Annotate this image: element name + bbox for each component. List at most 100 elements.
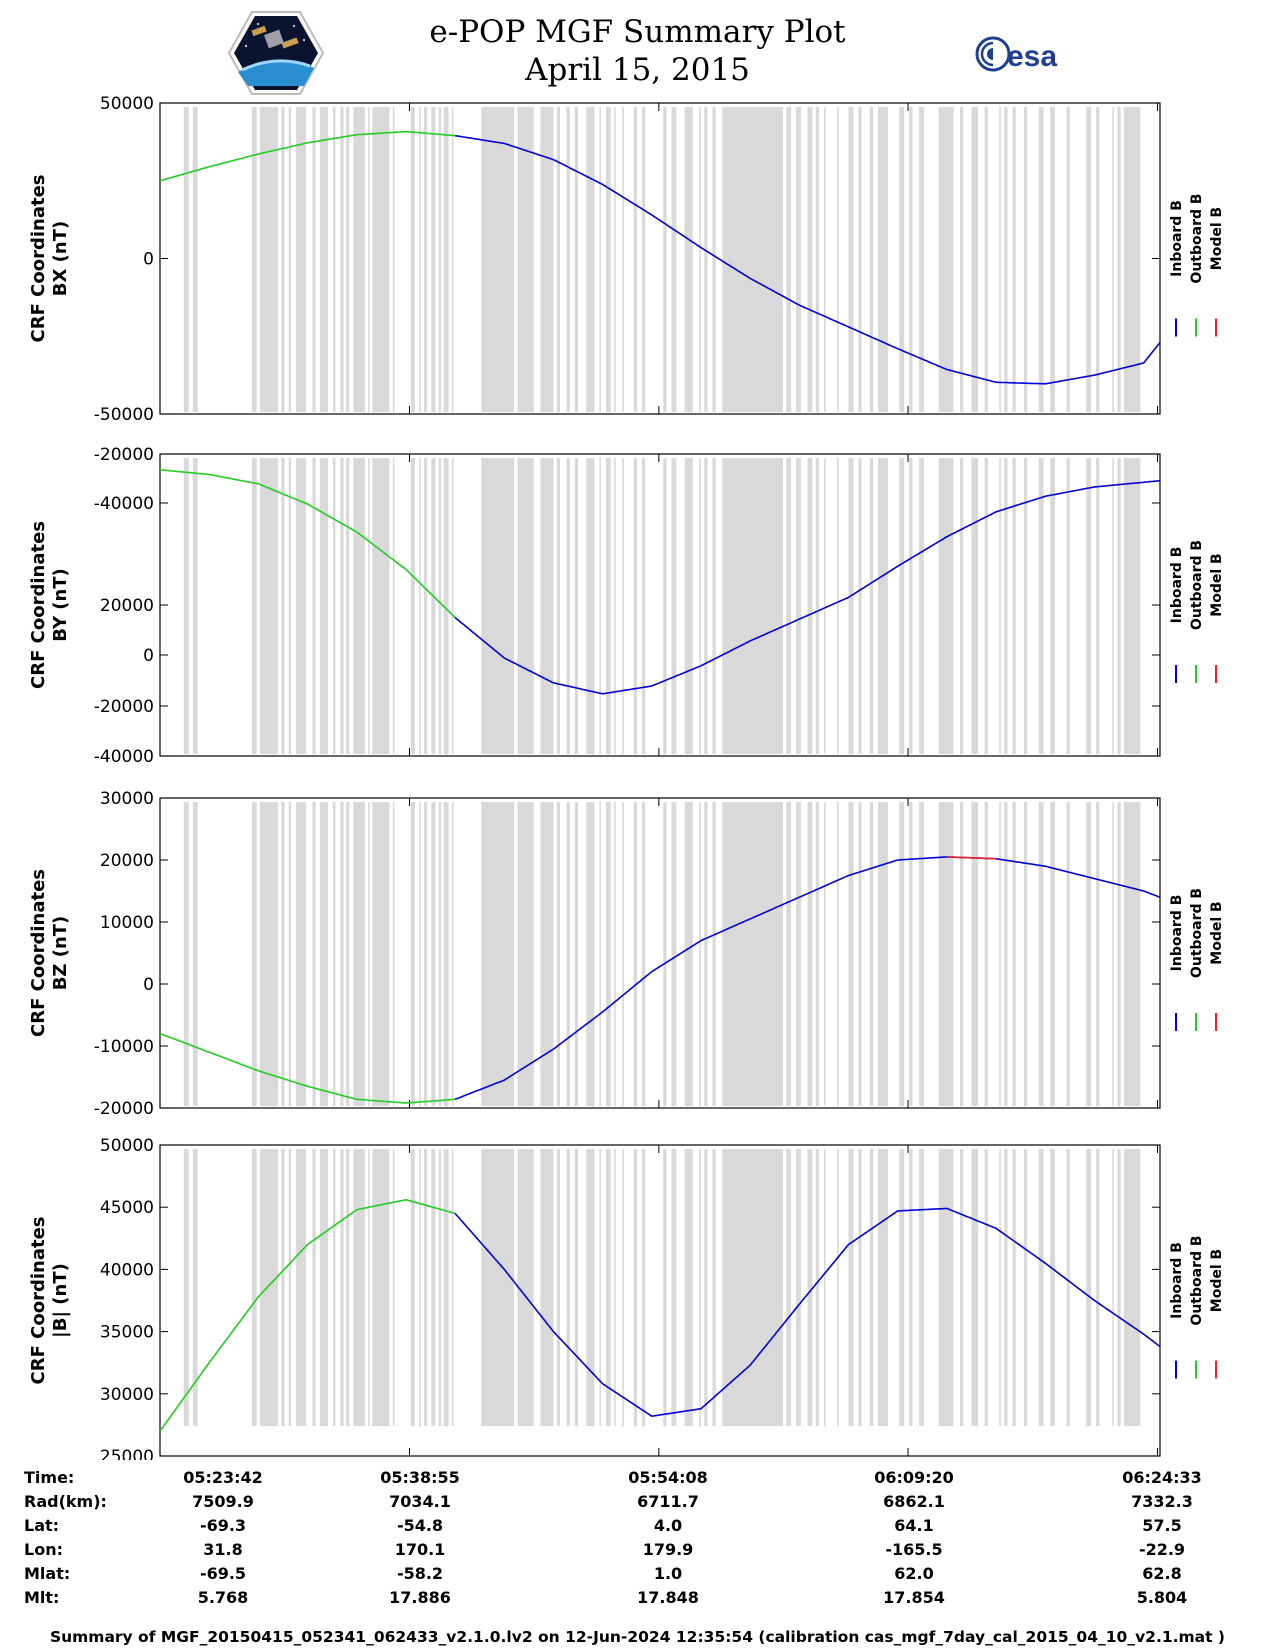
header: e-POP MGF Summary Plot April 15, 2015 es…: [0, 0, 1275, 100]
data-gap-band: [332, 458, 336, 754]
cassiope-mission-logo: [228, 11, 324, 95]
data-gap-band: [684, 802, 693, 1106]
series-line-outboard-b: [159, 1032, 456, 1104]
data-gap-band: [353, 107, 365, 412]
data-gap-band: [633, 1149, 638, 1426]
y-tick-label: -10000: [94, 1037, 154, 1057]
table-cell: 5.804: [1136, 1588, 1188, 1607]
data-gap-band: [372, 107, 390, 412]
data-gap-band: [1023, 458, 1028, 754]
data-gap-band: [192, 802, 198, 1106]
table-cell: 6862.1: [883, 1492, 945, 1511]
data-gap-band: [869, 458, 874, 754]
data-gap-band: [183, 458, 189, 754]
table-cell: 05:23:42: [183, 1468, 263, 1487]
data-gap-band: [332, 1149, 336, 1426]
data-gap-band: [451, 458, 454, 754]
data-gap-band: [671, 802, 677, 1106]
data-gap-band: [971, 1149, 979, 1426]
data-gap-band: [899, 458, 905, 754]
data-gap-band: [786, 1149, 792, 1426]
data-gap-band: [909, 802, 913, 1106]
data-gap-band: [815, 458, 820, 754]
data-gap-band: [599, 802, 601, 1106]
data-gap-band: [858, 802, 862, 1106]
data-gap-band: [807, 107, 813, 412]
data-gap-band: [251, 1149, 257, 1426]
data-gap-band: [663, 458, 667, 754]
data-gap-band: [1004, 458, 1008, 754]
data-gap-band: [372, 1149, 390, 1426]
data-gap-band: [1096, 802, 1100, 1106]
data-gap-band: [848, 107, 854, 412]
data-gap-band: [1050, 1149, 1056, 1426]
y-tick-label: 0: [143, 646, 154, 666]
data-gap-band: [633, 458, 638, 754]
data-gap-band: [999, 802, 1001, 1106]
table-cell: 7509.9: [192, 1492, 254, 1511]
data-gap-band: [419, 1149, 421, 1426]
data-gap-band: [1004, 1149, 1008, 1426]
data-gap-band: [605, 107, 611, 412]
y-tick-label: 20000: [100, 596, 154, 616]
data-gap-band: [704, 802, 708, 1106]
legend-label: Outboard B: [1189, 888, 1205, 978]
data-gap-band: [1096, 1149, 1100, 1426]
data-gap-band: [566, 458, 570, 754]
data-gap-band: [566, 1149, 570, 1426]
data-gap-band: [1096, 107, 1100, 412]
table-cell: 179.9: [642, 1540, 694, 1559]
table-row-label: Mlt:: [24, 1588, 60, 1607]
data-gap-band: [1066, 107, 1070, 412]
y-axis-label: CRF Coordinates: [28, 175, 49, 343]
y-axis-label: |B| (nT): [50, 1263, 71, 1338]
plot-date: April 15, 2015: [525, 52, 750, 88]
data-gap-band: [368, 458, 370, 754]
table-row-label: Mlat:: [24, 1564, 71, 1583]
data-gap-band: [392, 1149, 395, 1426]
data-gap-band: [807, 1149, 813, 1426]
data-gap-band: [919, 458, 924, 754]
data-gap-band: [599, 107, 601, 412]
data-gap-band: [312, 107, 316, 412]
data-gap-band: [704, 1149, 708, 1426]
data-gap-band: [1117, 802, 1121, 1106]
data-gap-band: [319, 1149, 329, 1426]
data-gap-band: [312, 458, 316, 754]
data-gap-band: [815, 1149, 820, 1426]
table-cell: 1.0: [653, 1564, 683, 1583]
data-gap-band: [443, 107, 449, 412]
data-gap-band: [599, 1149, 601, 1426]
data-gap-band: [410, 458, 415, 754]
table-cell: -69.3: [199, 1516, 247, 1535]
data-gap-band: [823, 458, 826, 754]
data-gap-band: [368, 1149, 370, 1426]
legend-label: Inboard B: [1169, 895, 1185, 972]
data-gap-band: [281, 107, 285, 412]
data-gap-band: [540, 458, 554, 754]
data-gap-band: [1023, 802, 1028, 1106]
data-gap-band: [540, 1149, 554, 1426]
y-axis-label: CRF Coordinates: [28, 869, 49, 1037]
data-gap-band: [938, 107, 954, 412]
orbit-info-table: Time: Rad(km): Lat: Lon: Mlat: Mlt: 05:23:42 75…: [0, 1468, 1275, 1618]
data-gap-band: [192, 1149, 198, 1426]
data-gap-band: [183, 802, 189, 1106]
data-gap-band: [878, 802, 888, 1106]
esa-logo-text: esa: [1007, 40, 1057, 73]
data-gap-band: [566, 107, 570, 412]
data-gap-band: [556, 802, 560, 1106]
table-cell: 64.1: [894, 1516, 934, 1535]
data-gap-band: [671, 107, 677, 412]
y-tick-label: 30000: [100, 1385, 154, 1405]
data-gap-band: [971, 107, 979, 412]
y-axis-label: CRF Coordinates: [28, 521, 49, 689]
data-gap-band: [823, 1149, 826, 1426]
data-gap-band: [938, 1149, 954, 1426]
table-cell: 7332.3: [1131, 1492, 1193, 1511]
data-gap-band: [684, 107, 693, 412]
legend-label: Model B: [1209, 553, 1225, 616]
data-gap-band: [858, 107, 862, 412]
data-gap-band: [423, 107, 428, 412]
